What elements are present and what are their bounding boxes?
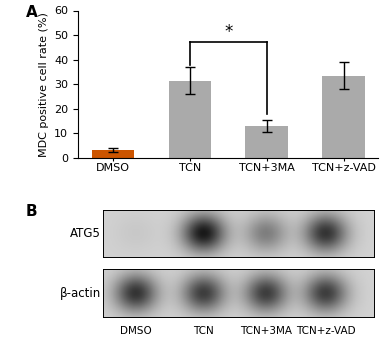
- Bar: [245, 126, 288, 158]
- Text: ATG5: ATG5: [70, 227, 101, 240]
- Y-axis label: MDC positive cell rate (%): MDC positive cell rate (%): [39, 12, 49, 156]
- Text: TCN+3MA: TCN+3MA: [240, 326, 292, 336]
- Bar: [92, 150, 134, 158]
- Text: TCN+z-VAD: TCN+z-VAD: [296, 326, 355, 336]
- Text: B: B: [25, 204, 37, 219]
- Text: TCN: TCN: [193, 326, 214, 336]
- Bar: [168, 80, 211, 158]
- Text: A: A: [25, 5, 37, 20]
- Bar: [323, 76, 365, 158]
- Text: *: *: [224, 23, 232, 41]
- Text: DMSO: DMSO: [120, 326, 152, 336]
- Text: β-actin: β-actin: [59, 287, 101, 300]
